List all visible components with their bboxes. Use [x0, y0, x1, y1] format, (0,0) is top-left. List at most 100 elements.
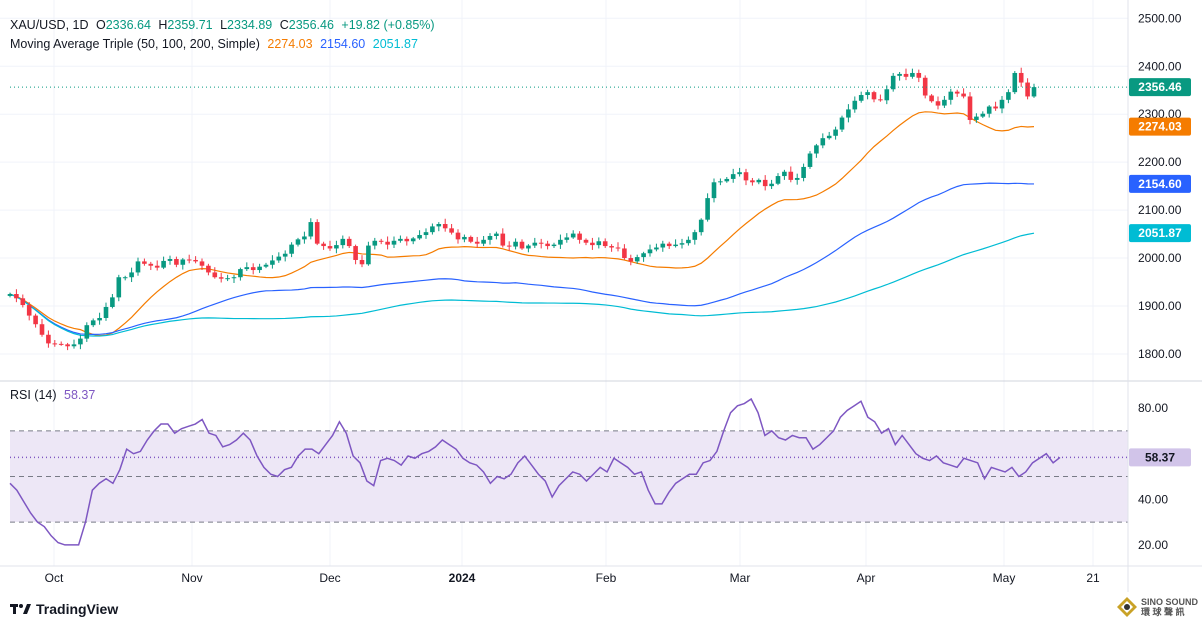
candle[interactable]	[494, 233, 499, 236]
candle[interactable]	[826, 135, 832, 139]
candle[interactable]	[167, 259, 173, 261]
candle[interactable]	[327, 246, 333, 249]
candle[interactable]	[174, 259, 179, 265]
candle[interactable]	[359, 259, 365, 265]
candle[interactable]	[90, 320, 96, 326]
candle[interactable]	[705, 198, 710, 220]
candle[interactable]	[366, 245, 371, 265]
candle[interactable]	[263, 264, 269, 267]
candle[interactable]	[410, 238, 416, 242]
candle[interactable]	[481, 239, 486, 244]
candle[interactable]	[423, 232, 429, 236]
candle[interactable]	[986, 106, 992, 114]
candle[interactable]	[526, 245, 531, 249]
candle[interactable]	[474, 241, 480, 244]
candle[interactable]	[935, 101, 941, 106]
candle[interactable]	[858, 95, 864, 101]
candle[interactable]	[993, 106, 998, 109]
candle[interactable]	[308, 222, 314, 237]
candle[interactable]	[270, 260, 275, 265]
candle[interactable]	[974, 116, 979, 120]
candle[interactable]	[346, 238, 352, 247]
candle[interactable]	[910, 72, 915, 77]
candle[interactable]	[340, 238, 346, 246]
candle[interactable]	[839, 117, 845, 130]
candle[interactable]	[186, 259, 192, 261]
candle[interactable]	[922, 77, 928, 96]
candle[interactable]	[852, 100, 858, 110]
candle[interactable]	[276, 256, 282, 261]
candle[interactable]	[929, 95, 934, 102]
candle[interactable]	[206, 265, 211, 273]
candle[interactable]	[20, 298, 26, 306]
candle[interactable]	[622, 248, 627, 259]
candle[interactable]	[743, 172, 749, 181]
candle[interactable]	[750, 180, 755, 183]
candle[interactable]	[161, 260, 166, 268]
candle[interactable]	[762, 179, 768, 187]
candle[interactable]	[558, 239, 563, 245]
candle[interactable]	[577, 233, 582, 240]
candle[interactable]	[314, 222, 320, 244]
candle[interactable]	[231, 277, 237, 279]
candle[interactable]	[698, 219, 704, 233]
candle[interactable]	[942, 99, 947, 106]
candle[interactable]	[500, 233, 506, 246]
candle[interactable]	[103, 306, 109, 318]
candle[interactable]	[321, 243, 326, 247]
candle[interactable]	[180, 259, 186, 265]
ma-line-200[interactable]	[9, 232, 1035, 337]
candle[interactable]	[609, 246, 614, 248]
candle[interactable]	[737, 172, 742, 175]
candle[interactable]	[449, 228, 454, 233]
candle[interactable]	[353, 246, 358, 260]
candle[interactable]	[218, 277, 224, 279]
candle[interactable]	[97, 317, 102, 321]
tradingview-brand[interactable]: TradingView	[10, 601, 118, 617]
candle[interactable]	[135, 261, 141, 273]
candle[interactable]	[666, 243, 672, 247]
candle[interactable]	[897, 73, 902, 76]
candle[interactable]	[570, 233, 576, 238]
candle[interactable]	[289, 244, 294, 254]
candle[interactable]	[903, 73, 909, 77]
candle[interactable]	[225, 278, 230, 280]
candle[interactable]	[711, 182, 717, 199]
candle[interactable]	[7, 294, 13, 296]
candle[interactable]	[65, 344, 70, 347]
candle[interactable]	[193, 259, 198, 262]
candle[interactable]	[1025, 82, 1030, 97]
candle[interactable]	[455, 232, 461, 240]
candle[interactable]	[634, 257, 640, 262]
candle[interactable]	[641, 253, 646, 258]
candle[interactable]	[26, 305, 32, 316]
candle[interactable]	[673, 244, 678, 247]
candle[interactable]	[129, 272, 134, 278]
candle[interactable]	[890, 75, 896, 90]
rsi-legend[interactable]: RSI (14) 58.37	[10, 388, 99, 402]
candle[interactable]	[46, 334, 51, 344]
candle[interactable]	[724, 178, 730, 182]
candle[interactable]	[692, 232, 698, 240]
candle[interactable]	[148, 263, 154, 266]
candle[interactable]	[442, 224, 448, 229]
candle[interactable]	[430, 226, 435, 233]
symbol-legend[interactable]: XAU/USD, 1D O2336.64 H2359.71 L2334.89 C…	[10, 18, 439, 32]
candle[interactable]	[302, 236, 307, 240]
candle[interactable]	[71, 344, 77, 347]
rsi-line[interactable]	[9, 397, 1061, 546]
candle[interactable]	[807, 153, 813, 167]
candle[interactable]	[948, 91, 954, 100]
candle[interactable]	[122, 277, 128, 279]
candle[interactable]	[398, 238, 403, 241]
candle[interactable]	[865, 92, 870, 96]
candle[interactable]	[660, 243, 666, 248]
candle[interactable]	[295, 239, 301, 245]
candle[interactable]	[238, 269, 243, 278]
candle[interactable]	[468, 236, 474, 242]
candle[interactable]	[999, 99, 1005, 109]
candle[interactable]	[391, 240, 397, 245]
candle[interactable]	[718, 181, 723, 183]
candle[interactable]	[602, 241, 608, 247]
candle[interactable]	[756, 179, 762, 183]
